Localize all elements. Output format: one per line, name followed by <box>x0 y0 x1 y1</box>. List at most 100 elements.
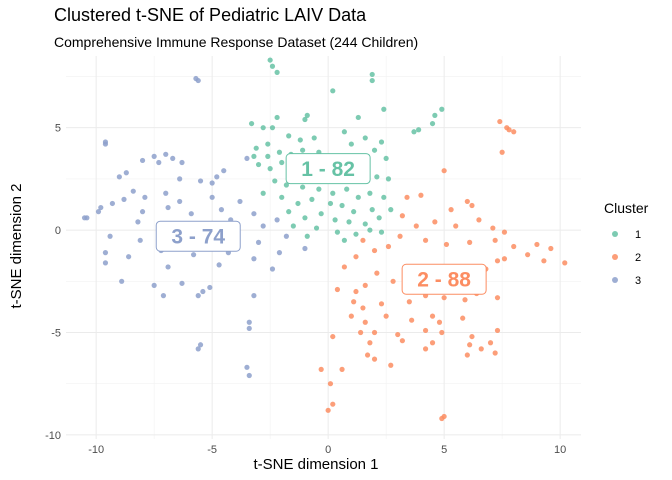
data-point-cluster-2 <box>441 168 447 174</box>
data-point-cluster-2 <box>362 282 368 288</box>
data-point-cluster-1 <box>341 129 347 135</box>
data-point-cluster-1 <box>388 207 394 213</box>
data-point-cluster-1 <box>383 155 389 162</box>
data-point-cluster-1 <box>367 190 373 196</box>
x-tick-label: -10 <box>88 444 104 456</box>
data-point-cluster-2 <box>511 243 517 250</box>
data-point-cluster-1 <box>318 211 324 217</box>
data-point-cluster-2 <box>362 319 368 325</box>
data-point-cluster-2 <box>460 315 466 321</box>
data-point-cluster-2 <box>492 237 498 243</box>
grid-lines <box>66 56 581 439</box>
data-point-cluster-2 <box>501 256 508 262</box>
cluster-label-box-3 <box>155 220 241 252</box>
data-point-cluster-3 <box>123 170 129 176</box>
data-point-cluster-2 <box>409 317 415 323</box>
data-point-cluster-1 <box>309 196 315 202</box>
data-point-cluster-1 <box>369 71 375 78</box>
data-point-cluster-1 <box>267 166 273 172</box>
data-point-cluster-2 <box>487 340 494 346</box>
data-point-cluster-2 <box>469 202 475 209</box>
data-point-cluster-3 <box>251 293 257 299</box>
data-point-cluster-3 <box>130 188 136 194</box>
data-point-cluster-3 <box>165 264 171 270</box>
data-point-cluster-3 <box>102 141 109 147</box>
data-point-cluster-3 <box>190 252 197 258</box>
data-point-cluster-3 <box>197 178 204 184</box>
data-point-cluster-3 <box>195 293 201 299</box>
data-point-cluster-1 <box>286 209 292 215</box>
data-point-cluster-2 <box>371 247 378 254</box>
data-point-cluster-3 <box>218 207 225 213</box>
data-point-cluster-3 <box>283 233 289 239</box>
data-point-cluster-1 <box>274 114 280 121</box>
data-point-cluster-2 <box>341 264 347 270</box>
data-point-cluster-1 <box>376 215 382 221</box>
data-point-cluster-2 <box>364 352 371 358</box>
data-point-cluster-2 <box>443 241 450 248</box>
data-point-cluster-1 <box>286 133 292 139</box>
data-point-cluster-3 <box>207 284 213 291</box>
data-point-cluster-1 <box>300 184 306 190</box>
legend-title: Cluster <box>604 200 649 216</box>
data-point-cluster-3 <box>151 153 157 159</box>
data-point-cluster-3 <box>188 211 194 217</box>
data-point-cluster-3 <box>251 211 257 217</box>
data-point-cluster-2 <box>422 346 429 352</box>
data-point-cluster-2 <box>318 366 324 372</box>
data-point-cluster-3 <box>216 262 222 268</box>
data-point-cluster-3 <box>126 254 132 260</box>
data-point-cluster-3 <box>255 239 262 245</box>
data-point-cluster-2 <box>406 299 412 305</box>
data-point-cluster-1 <box>367 227 373 233</box>
data-point-cluster-1 <box>304 233 310 239</box>
data-point-cluster-3 <box>109 200 115 207</box>
data-point-cluster-1 <box>313 225 320 231</box>
data-point-cluster-3 <box>246 319 252 325</box>
data-point-cluster-2 <box>462 297 468 303</box>
data-point-cluster-3 <box>151 282 157 288</box>
data-point-cluster-3 <box>269 266 276 272</box>
data-point-cluster-2 <box>439 329 445 336</box>
data-point-cluster-2 <box>353 254 359 260</box>
data-point-cluster-2 <box>478 346 484 352</box>
legend: Cluster 1 2 3 <box>604 200 649 287</box>
data-point-cluster-1 <box>260 190 266 196</box>
data-point-cluster-3 <box>102 250 109 256</box>
data-point-cluster-2 <box>325 407 331 413</box>
data-point-cluster-3 <box>274 217 280 223</box>
y-tick-label: 5 <box>55 123 61 135</box>
data-point-cluster-1 <box>378 229 385 235</box>
data-point-cluster-3 <box>165 204 171 211</box>
data-point-cluster-1 <box>304 112 310 118</box>
data-point-cluster-3 <box>170 155 176 162</box>
data-point-cluster-1 <box>279 194 285 200</box>
data-point-cluster-2 <box>436 319 443 325</box>
data-point-cluster-2 <box>353 288 359 295</box>
data-point-cluster-2 <box>448 207 454 213</box>
data-point-cluster-1 <box>362 221 368 227</box>
data-point-cluster-1 <box>344 186 350 192</box>
y-tick-label: 0 <box>55 225 61 237</box>
data-point-cluster-1 <box>248 120 255 127</box>
data-point-cluster-1 <box>283 182 289 188</box>
data-point-cluster-2 <box>327 381 334 387</box>
data-point-cluster-3 <box>260 223 266 229</box>
data-point-cluster-3 <box>221 168 227 174</box>
data-points <box>81 57 568 422</box>
data-point-cluster-2 <box>378 301 385 307</box>
data-point-cluster-3 <box>163 190 169 196</box>
data-point-cluster-3 <box>121 196 127 202</box>
data-point-cluster-1 <box>265 153 271 159</box>
data-point-cluster-1 <box>330 88 336 94</box>
data-point-cluster-2 <box>467 239 473 245</box>
data-point-cluster-3 <box>137 237 143 243</box>
data-point-cluster-1 <box>269 63 276 69</box>
chart-subtitle: Comprehensive Immune Response Dataset (2… <box>54 34 419 50</box>
data-point-cluster-2 <box>534 241 540 248</box>
data-point-cluster-2 <box>497 118 503 125</box>
data-point-cluster-2 <box>499 149 505 155</box>
data-point-cluster-2 <box>334 286 341 293</box>
data-point-cluster-1 <box>339 202 345 209</box>
data-point-cluster-1 <box>346 219 352 225</box>
